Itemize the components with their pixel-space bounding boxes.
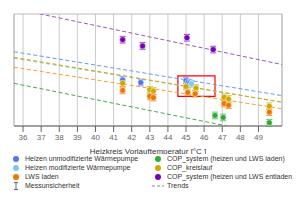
html-text:COP_kreislauf: COP_kreislauf — [167, 164, 213, 171]
svg-text:43: 43 — [145, 133, 154, 142]
svg-text:39: 39 — [73, 133, 82, 142]
svg-text:41: 41 — [109, 133, 118, 142]
html-text:COP_system (heizen und LWS lad: COP_system (heizen und LWS laden) — [167, 155, 285, 162]
svg-text:46: 46 — [200, 133, 209, 142]
svg-text:45: 45 — [182, 133, 191, 142]
svg-text:37: 37 — [37, 133, 46, 142]
svg-text:44: 44 — [163, 133, 172, 142]
svg-text:48: 48 — [236, 133, 245, 142]
html-text:LWS laden: LWS laden — [25, 173, 59, 180]
svg-text:42: 42 — [127, 133, 136, 142]
svg-text:49: 49 — [254, 133, 263, 142]
svg-text:36: 36 — [19, 133, 28, 142]
html-text:COP_system (heizen und LWS ent: COP_system (heizen und LWS entladen) — [167, 173, 295, 180]
svg-text:Heizkreis Vorlauftemperatur [°: Heizkreis Vorlauftemperatur [°C ] — [90, 147, 207, 154]
svg-text:38: 38 — [55, 133, 64, 142]
svg-text:47: 47 — [218, 133, 227, 142]
html-text:Messunsicherheit: Messunsicherheit — [25, 182, 80, 189]
html-text:Heizen unmodifizierte Wärmepum: Heizen unmodifizierte Wärmepumpe — [25, 155, 139, 162]
html-text:Heizen modifizierte Wärmepumpe: Heizen modifizierte Wärmepumpe — [25, 164, 131, 171]
svg-text:40: 40 — [91, 133, 100, 142]
html-text:Trends: Trends — [167, 182, 189, 189]
